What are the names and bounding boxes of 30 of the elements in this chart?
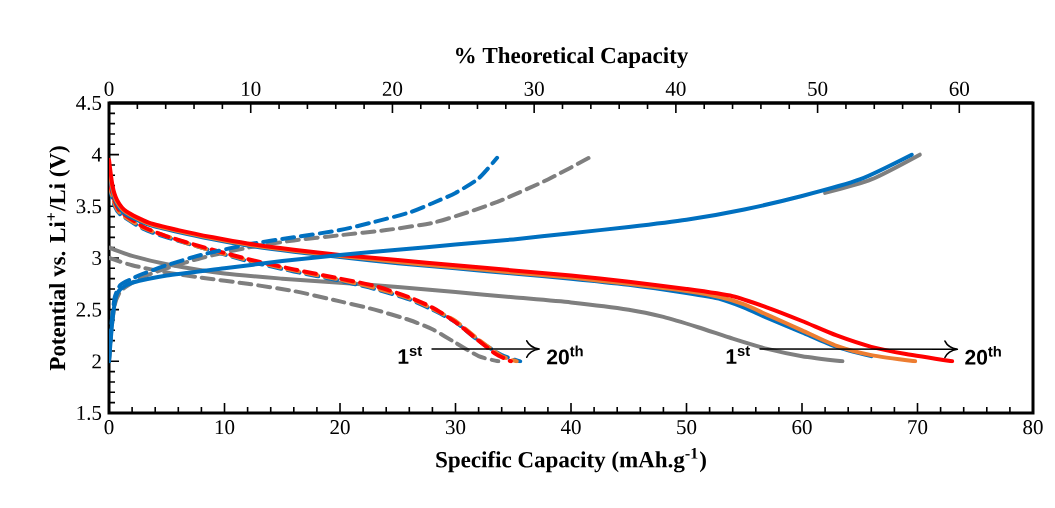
x-tick-label: 50 — [677, 420, 697, 435]
y-tick-label: 2.5 — [76, 302, 102, 317]
y-tick-label: 2 — [92, 354, 101, 369]
x-axis-title: Specific Capacity (mAh.g$^{-1}$) — [436, 447, 706, 473]
x-tick-label: 70 — [908, 420, 928, 435]
annotation: 1$^{st}$ — [398, 346, 422, 364]
x-tick-label: 10 — [215, 420, 235, 435]
x-tick-label: 40 — [560, 420, 581, 435]
x2-tick-label: 50 — [808, 81, 828, 96]
annotation: 1$^{st}$ — [726, 346, 750, 364]
annotation: 20$^{th}$ — [965, 345, 1001, 365]
y-axis-title: Potential vs. Li$^{+}$/Li (V) — [47, 146, 70, 371]
x2-tick-label: 10 — [242, 81, 261, 96]
y-tick-label: 3.5 — [76, 199, 102, 214]
x2-tick-label: 60 — [949, 81, 969, 96]
x-tick-label: 0 — [104, 420, 114, 435]
x-tick-label: 60 — [792, 420, 812, 435]
y-tick-label: 4 — [91, 147, 102, 162]
x2-tick-label: 0 — [104, 81, 114, 96]
x2-tick-label: 30 — [524, 81, 544, 96]
x2-tick-label: 40 — [665, 81, 686, 96]
x2-tick-label: 20 — [382, 81, 403, 96]
x2-axis-title: % Theoretical Capacity — [456, 47, 689, 69]
x-tick-label: 20 — [330, 420, 350, 435]
y-tick-label: 3 — [92, 250, 102, 266]
x-tick-label: 80 — [1023, 420, 1043, 435]
y-tick-label: 4.5 — [76, 95, 102, 111]
y-tick-label: 1.5 — [77, 405, 102, 421]
annotation: 20$^{th}$ — [547, 345, 583, 365]
x-tick-label: 30 — [446, 420, 466, 435]
